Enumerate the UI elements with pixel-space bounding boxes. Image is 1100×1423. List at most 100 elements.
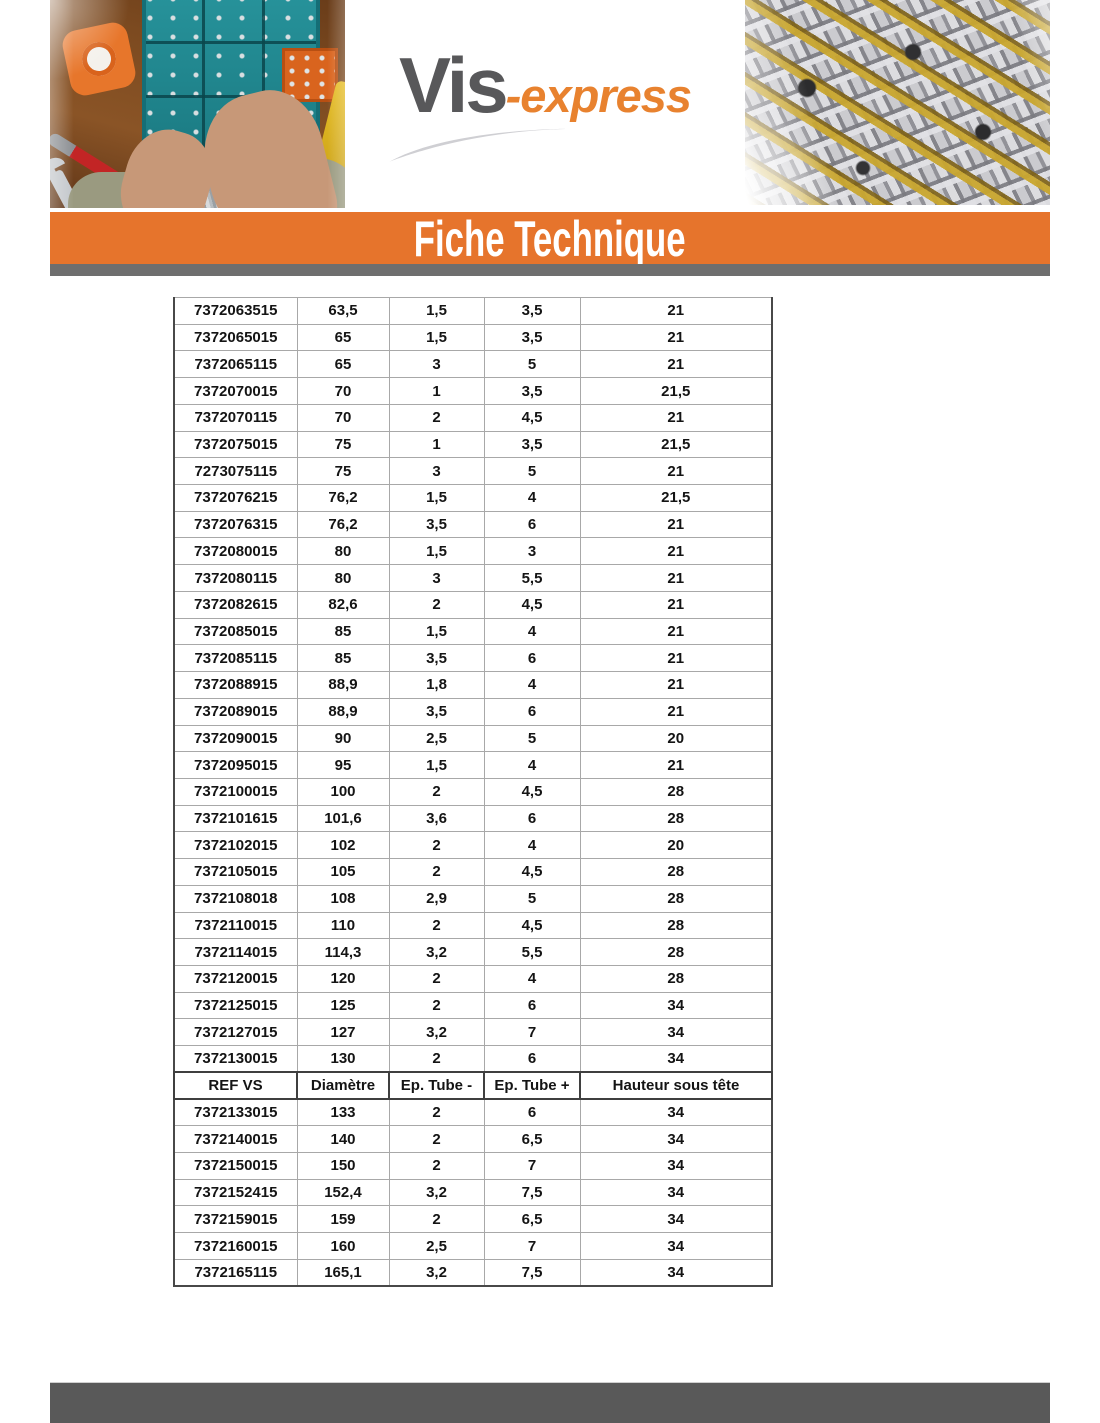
table-row: 7372085115 85 3,5 6 21	[173, 644, 773, 673]
table-cell: 63,5	[296, 297, 390, 325]
table-cell: 21	[579, 537, 773, 566]
table-cell: 2	[388, 1152, 485, 1180]
table-cell: 85	[296, 644, 390, 673]
table-cell: 21,5	[579, 430, 773, 459]
column-header: Ep. Tube +	[483, 1071, 581, 1101]
table-cell: 6	[483, 804, 581, 833]
table-row: 7372080015 80 1,5 3 21	[173, 537, 773, 566]
table-cell: 7372070015	[173, 377, 298, 405]
table-cell: 21,5	[579, 377, 773, 405]
table-row: 7372110015 110 2 4,5 28	[173, 911, 773, 940]
table-cell: 7372082615	[173, 590, 298, 619]
banner-shadow-bar	[50, 264, 1050, 276]
table-cell: 3,5	[388, 510, 485, 539]
table-row: 7372133015 133 2 6 34	[173, 1098, 773, 1127]
table-cell: 102	[296, 831, 390, 860]
table-cell: 120	[296, 964, 390, 993]
table-cell: 4,5	[483, 777, 581, 806]
table-cell: 7372089015	[173, 697, 298, 726]
table-cell: 21	[579, 297, 773, 325]
table-cell: 7372140015	[173, 1125, 298, 1153]
table-cell: 2	[388, 911, 485, 940]
table-cell: 7372080015	[173, 537, 298, 566]
table-cell: 7372152415	[173, 1178, 298, 1207]
table-cell: 34	[579, 1205, 773, 1234]
table-cell: 7372076315	[173, 510, 298, 539]
table-cell: 152,4	[296, 1178, 390, 1207]
table-row: 7372100015 100 2 4,5 28	[173, 777, 773, 806]
table-cell: 7372120015	[173, 964, 298, 993]
table-cell: 34	[579, 1178, 773, 1207]
table-cell: 7	[483, 1232, 581, 1260]
table-cell: 7372100015	[173, 777, 298, 806]
table-row: 7372095015 95 1,5 4 21	[173, 751, 773, 779]
table-cell: 34	[579, 1232, 773, 1260]
spec-table: 7372063515 63,5 1,5 3,5 21 7372065015 65 1,5 3,5…	[173, 297, 773, 1288]
table-row: 7372102015 102 2 4 20	[173, 831, 773, 860]
table-row: 7372120015 120 2 4 28	[173, 964, 773, 993]
table-cell: 3,5	[483, 323, 581, 352]
table-cell: 1,8	[388, 671, 485, 699]
table-cell: 1,5	[388, 323, 485, 352]
table-cell: 6	[483, 991, 581, 1020]
table-row: 7372076215 76,2 1,5 4 21,5	[173, 484, 773, 512]
table-cell: 150	[296, 1152, 390, 1180]
table-cell: 7372102015	[173, 831, 298, 860]
table-row: 7372125015 125 2 6 34	[173, 991, 773, 1020]
table-cell: 7273075115	[173, 457, 298, 486]
table-cell: 65	[296, 323, 390, 352]
table-cell: 7,5	[483, 1178, 581, 1207]
table-cell: 7372108018	[173, 884, 298, 913]
table-row: 7372090015 90 2,5 5 20	[173, 724, 773, 753]
table-cell: 88,9	[296, 697, 390, 726]
table-cell: 1	[388, 377, 485, 405]
table-cell: 1,5	[388, 617, 485, 646]
table-cell: 3,5	[388, 697, 485, 726]
table-cell: 2	[388, 1045, 485, 1073]
tape-measure-shape	[59, 19, 139, 99]
table-cell: 165,1	[296, 1258, 390, 1287]
table-cell: 3	[388, 350, 485, 379]
column-header: REF VS	[173, 1071, 298, 1101]
table-cell: 3,5	[388, 644, 485, 673]
table-cell: 7372125015	[173, 991, 298, 1020]
table-cell: 21	[579, 564, 773, 592]
table-cell: 76,2	[296, 510, 390, 539]
table-cell: 21	[579, 751, 773, 779]
table-row: 7372150015 150 2 7 34	[173, 1152, 773, 1180]
table-cell: 7372075015	[173, 430, 298, 459]
table-cell: 7	[483, 1018, 581, 1047]
table-cell: 4	[483, 484, 581, 512]
table-cell: 28	[579, 858, 773, 886]
table-cell: 101,6	[296, 804, 390, 833]
table-cell: 3,2	[388, 1018, 485, 1047]
table-cell: 4	[483, 831, 581, 860]
table-cell: 7,5	[483, 1258, 581, 1287]
logo-swoosh-icon	[389, 128, 565, 162]
table-cell: 21	[579, 403, 773, 432]
screw-organizer-box-shape	[142, 0, 320, 152]
table-cell: 6,5	[483, 1205, 581, 1234]
table-cell: 28	[579, 938, 773, 966]
table-cell: 7372076215	[173, 484, 298, 512]
pile-of-screws-photo	[745, 0, 1050, 205]
table-cell: 3,2	[388, 938, 485, 966]
table-cell: 7372065015	[173, 323, 298, 352]
table-cell: 140	[296, 1125, 390, 1153]
table-cell: 7	[483, 1152, 581, 1180]
table-cell: 34	[579, 1152, 773, 1180]
table-cell: 3,5	[483, 377, 581, 405]
column-header: Diamètre	[296, 1071, 390, 1101]
logo-brand-text: Vis	[398, 41, 509, 129]
table-cell: 21	[579, 350, 773, 379]
table-cell: 7372080115	[173, 564, 298, 592]
vis-express-logo: Vis -express	[345, 0, 745, 210]
table-cell: 95	[296, 751, 390, 779]
table-cell: 7372085115	[173, 644, 298, 673]
table-cell: 80	[296, 537, 390, 566]
table-body: 7372063515 63,5 1,5 3,5 21 7372065015 65 1,5 3,5…	[173, 297, 773, 1287]
table-cell: 2	[388, 777, 485, 806]
workbench-photo	[50, 0, 345, 208]
table-cell: 7372165115	[173, 1258, 298, 1287]
table-row: 7372159015 159 2 6,5 34	[173, 1205, 773, 1234]
